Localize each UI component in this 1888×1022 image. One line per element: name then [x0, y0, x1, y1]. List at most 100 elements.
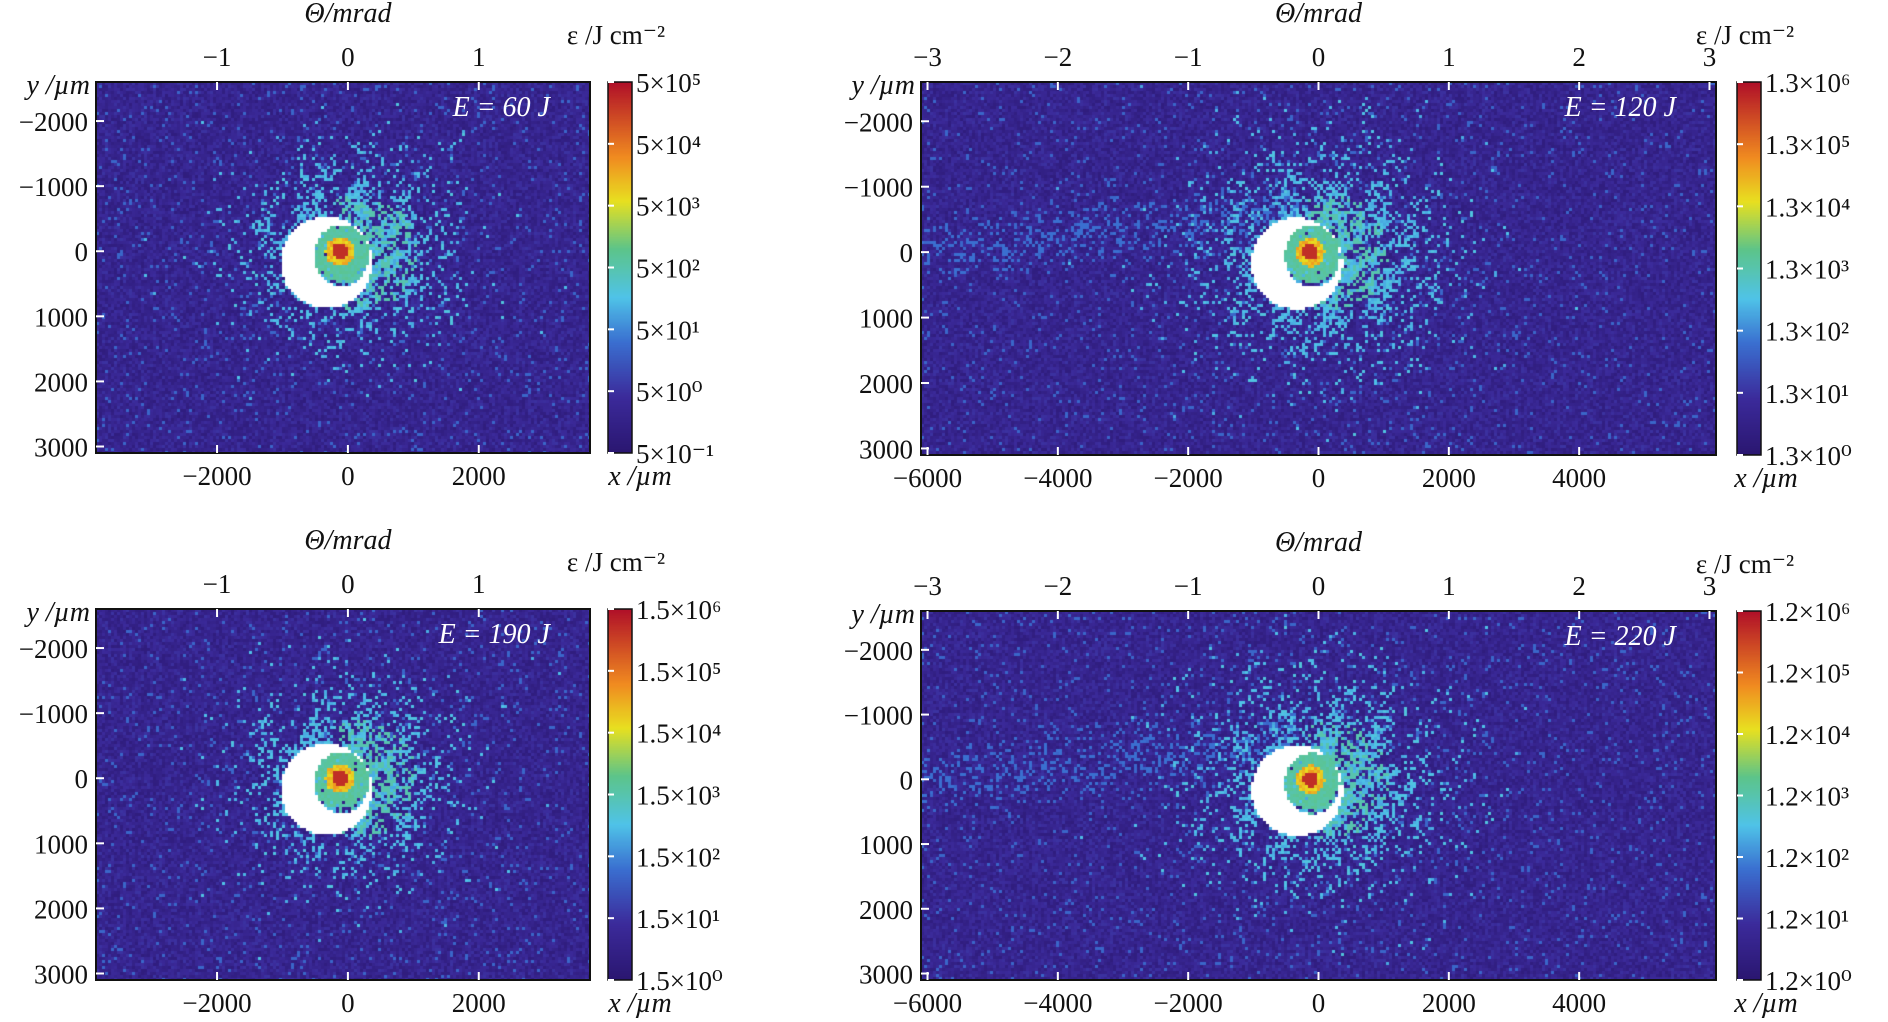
- y-tick-label: 3000: [859, 960, 913, 990]
- colorbar-tick-label: 1.3×10⁰: [1765, 441, 1852, 471]
- theta-tick-label: −1: [203, 569, 232, 599]
- x-tick-label: 4000: [1552, 988, 1606, 1018]
- colorbar-tick-label: 1.3×10¹: [1765, 379, 1849, 409]
- colorbar-tick-label: 1.2×10¹: [1765, 905, 1849, 935]
- x-tick-label: −6000: [893, 988, 962, 1018]
- colorbar-title: ε /J cm⁻²: [1696, 549, 1794, 579]
- y-tick-label: −1000: [844, 701, 913, 731]
- y-tick-label: 0: [900, 238, 914, 268]
- x-tick-label: 4000: [1552, 463, 1606, 493]
- colorbar-tick-label: 1.5×10⁵: [636, 657, 721, 687]
- theta-tick-label: −3: [913, 571, 942, 601]
- heatmap-top-left: [96, 82, 590, 453]
- heatmap-top-right: [921, 82, 1716, 455]
- theta-tick-label: 1: [1442, 571, 1456, 601]
- y-tick-label: 1000: [859, 304, 913, 334]
- theta-tick-label: 3: [1703, 571, 1717, 601]
- theta-tick-label: 1: [1442, 42, 1456, 72]
- colorbar-tick-label: 1.3×10⁴: [1765, 192, 1850, 222]
- x-tick-label: 0: [341, 461, 355, 491]
- colorbar-tick-label: 5×10¹: [636, 315, 700, 345]
- heatmap-bottom-right: [921, 611, 1716, 980]
- x-tick-label: 2000: [1422, 988, 1476, 1018]
- colorbar-tick-label: 1.3×10³: [1765, 255, 1849, 285]
- colorbar-tick-label: 1.5×10⁰: [636, 966, 723, 996]
- colorbar-tick-label: 5×10⁰: [636, 377, 703, 407]
- theta-tick-label: −1: [1174, 42, 1203, 72]
- x-axis-label: x /µm: [1733, 988, 1798, 1019]
- y-tick-label: 2000: [34, 894, 88, 924]
- x-tick-label: 2000: [452, 461, 506, 491]
- theta-tick-label: 2: [1572, 571, 1586, 601]
- colorbar-tick-label: 1.3×10⁶: [1765, 68, 1850, 98]
- y-axis-label: y /µm: [848, 599, 915, 630]
- x-tick-label: −2000: [182, 461, 251, 491]
- theta-tick-label: −2: [1043, 42, 1072, 72]
- plot-frame: [920, 81, 1717, 456]
- energy-annotation: E = 120 J: [1564, 92, 1678, 123]
- colorbar-title: ε /J cm⁻²: [567, 20, 665, 50]
- x-tick-label: −4000: [1023, 463, 1092, 493]
- colorbar-tick-label: 5×10⁻¹: [636, 439, 714, 469]
- energy-annotation: E = 60 J: [452, 92, 552, 123]
- x-tick-label: −4000: [1023, 988, 1092, 1018]
- y-axis-label: y /µm: [23, 597, 90, 628]
- theta-tick-label: 0: [341, 569, 355, 599]
- y-tick-label: 3000: [859, 434, 913, 464]
- y-tick-label: 1000: [34, 302, 88, 332]
- y-tick-label: −1000: [19, 699, 88, 729]
- energy-annotation: E = 220 J: [1564, 621, 1678, 652]
- colorbar-tick-label: 1.2×10⁴: [1765, 720, 1850, 750]
- y-tick-label: 0: [75, 237, 89, 267]
- y-tick-label: −2000: [844, 107, 913, 137]
- theta-tick-label: 0: [341, 42, 355, 72]
- x-tick-label: −6000: [893, 463, 962, 493]
- theta-tick-label: 3: [1703, 42, 1717, 72]
- theta-axis-label: Θ/mrad: [304, 525, 392, 556]
- panel-top-left: [95, 81, 633, 454]
- y-tick-label: −2000: [844, 636, 913, 666]
- colorbar-tick-label: 5×10⁵: [636, 68, 701, 98]
- colorbar-tick-label: 1.3×10⁵: [1765, 130, 1850, 160]
- y-tick-label: −1000: [844, 173, 913, 203]
- plot-frame: [95, 81, 591, 454]
- theta-tick-label: −1: [203, 42, 232, 72]
- colorbar-tick-label: 1.3×10²: [1765, 317, 1849, 347]
- y-tick-label: 1000: [859, 830, 913, 860]
- colorbar-tick-label: 5×10⁴: [636, 130, 701, 160]
- panel-top-right: [920, 81, 1762, 456]
- y-tick-label: 3000: [34, 432, 88, 462]
- colorbar-tick-label: 1.2×10³: [1765, 782, 1849, 812]
- colorbar-tick-label: 1.2×10⁰: [1765, 966, 1852, 996]
- colorbar-title: ε /J cm⁻²: [567, 547, 665, 577]
- x-tick-label: 0: [1312, 988, 1326, 1018]
- plot-frame: [920, 610, 1717, 981]
- y-tick-label: 0: [900, 765, 914, 795]
- y-tick-label: −2000: [19, 107, 88, 137]
- x-tick-label: 2000: [452, 988, 506, 1018]
- colorbar-tick-label: 1.5×10⁶: [636, 595, 721, 625]
- y-axis-label: y /µm: [23, 70, 90, 101]
- colorbar-title: ε /J cm⁻²: [1696, 20, 1794, 50]
- colorbar-tick-label: 1.5×10²: [636, 842, 720, 872]
- theta-axis-label: Θ/mrad: [1275, 527, 1363, 558]
- x-tick-label: −2000: [1154, 988, 1223, 1018]
- theta-tick-label: 1: [472, 42, 486, 72]
- x-tick-label: −2000: [1154, 463, 1223, 493]
- x-tick-label: 0: [341, 988, 355, 1018]
- x-axis-label: x /µm: [607, 988, 672, 1019]
- panel-bottom-left: [95, 608, 633, 981]
- theta-tick-label: 1: [472, 569, 486, 599]
- y-tick-label: 1000: [34, 829, 88, 859]
- colorbar-tick-label: 1.2×10⁶: [1765, 597, 1850, 627]
- colorbar-tick-label: 1.5×10¹: [636, 904, 720, 934]
- theta-axis-label: Θ/mrad: [304, 0, 392, 29]
- colorbar-tick-label: 1.5×10³: [636, 781, 720, 811]
- colorbar-tick-label: 5×10²: [636, 254, 700, 284]
- y-tick-label: 3000: [34, 959, 88, 989]
- theta-tick-label: 0: [1312, 571, 1326, 601]
- panel-bottom-right: [920, 610, 1762, 981]
- y-tick-label: −2000: [19, 634, 88, 664]
